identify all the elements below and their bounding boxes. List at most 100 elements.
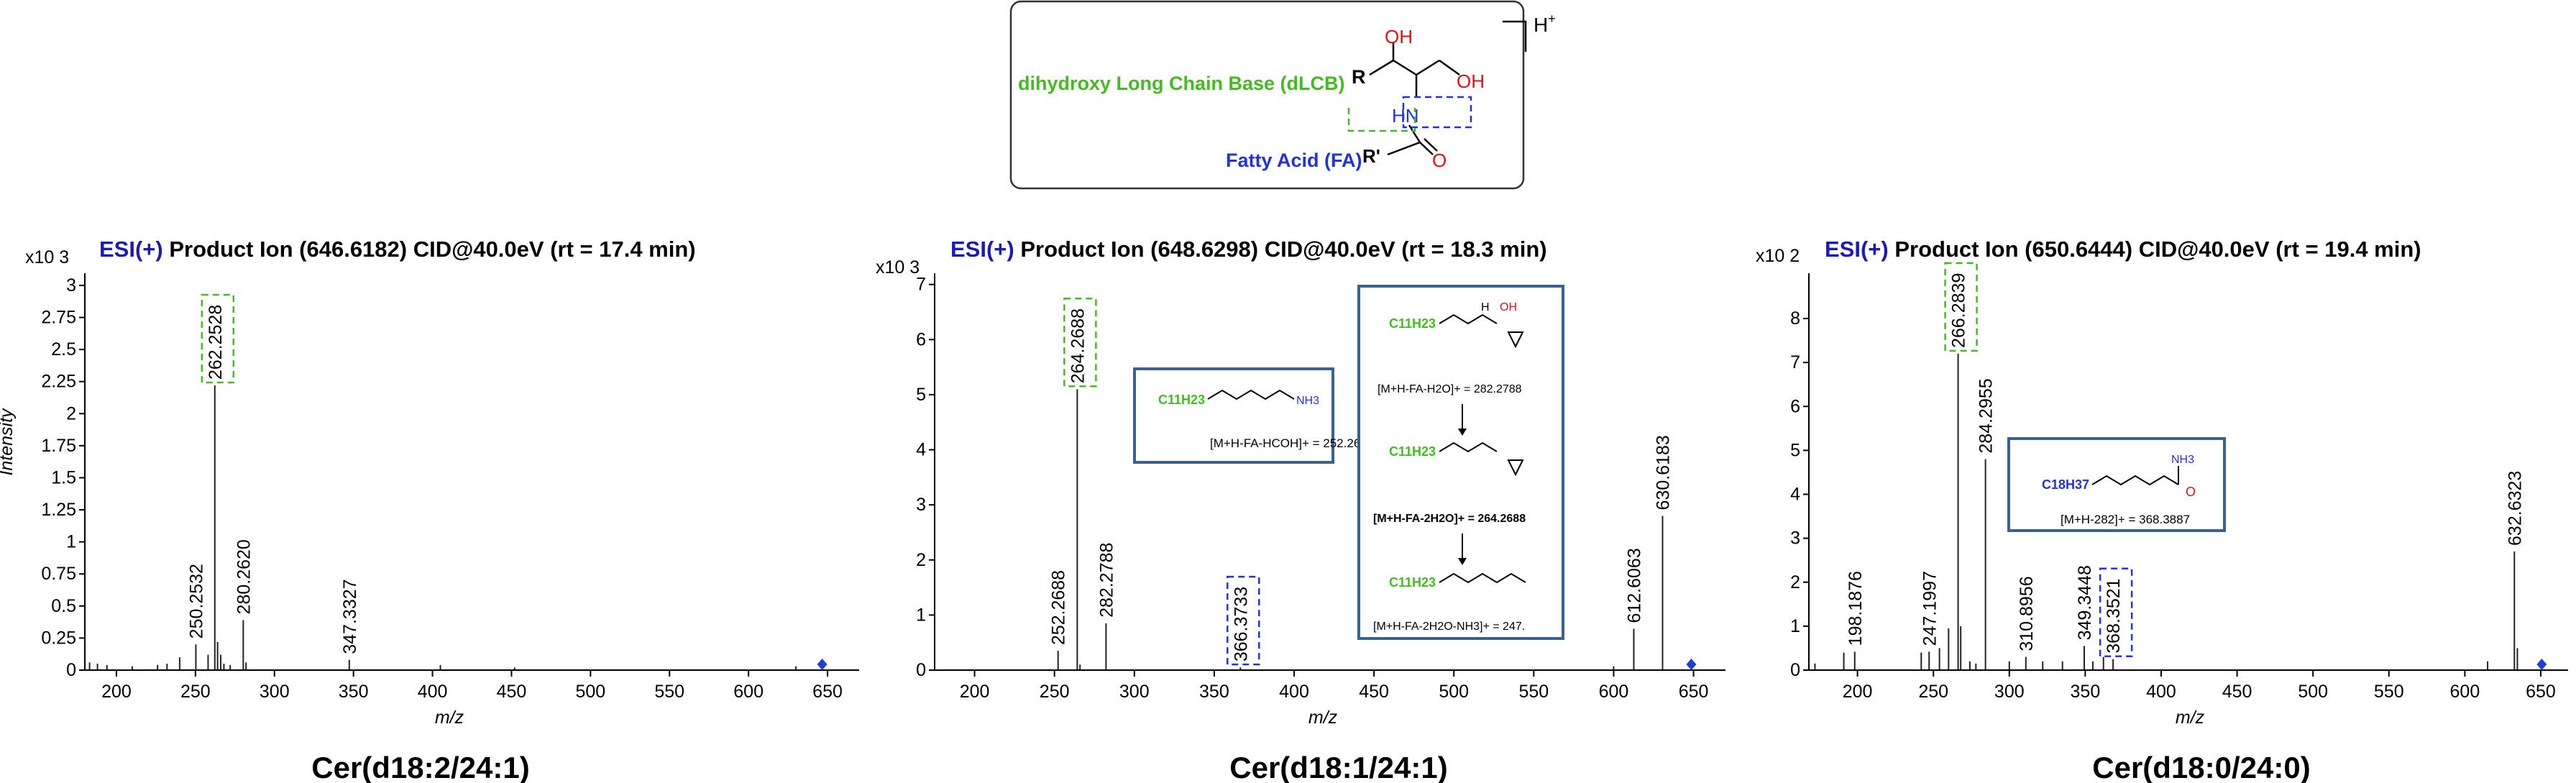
peak-highlight-box — [1227, 575, 1260, 666]
chart-3: ESI(+) Product Ion (650.6444) CID@40.0eV… — [1756, 237, 2568, 783]
inset-tall-ring-1 — [1507, 331, 1524, 349]
y-tick-label: 5 — [1790, 440, 1800, 460]
peak-label: 266.2839 — [1949, 273, 1969, 348]
inset-tall-formula-1: C11H23 — [1389, 316, 1436, 331]
fa-label: Fatty Acid (FA) — [1226, 150, 1362, 171]
peak-label: 349.3448 — [2075, 565, 2095, 640]
peak-label: 264.2688 — [1068, 308, 1088, 383]
x-tick-label: 400 — [1279, 682, 1309, 702]
chart-3-axes: 0 1 2 3 4 5 6 7 8 200 250 300 350 400 450 500 550 600 650 — [1790, 273, 2568, 702]
inset-tall-chain-1 — [1439, 313, 1498, 325]
peak-label: 198.1876 — [1846, 571, 1866, 646]
inset-tall-oh: OH — [1500, 301, 1517, 313]
inset-tall-formula-2: C11H23 — [1389, 444, 1436, 459]
chart-2-axes: 0 1 2 3 4 5 6 7 200 250 300 350 400 450 500 550 600 650 — [916, 273, 1725, 702]
x-tick-label: 400 — [418, 682, 448, 702]
chart-3-lipid-name: Cer(d18:0/24:0) — [2092, 751, 2310, 783]
inset-small-formula: C11H23 — [1158, 393, 1205, 407]
y-tick-label: 0 — [916, 660, 926, 680]
x-tick-label: 450 — [2222, 682, 2252, 702]
x-tick-label: 600 — [1599, 682, 1629, 702]
y-tick-label: 7 — [1790, 352, 1800, 372]
oh-label-right: OH — [1457, 70, 1485, 92]
chart-3-annotations: 198.1876 247.1997 266.2839 284.2955 310.8956… — [1846, 262, 2547, 670]
x-tick-label: 500 — [575, 682, 605, 702]
chart-3-title: ESI(+) Product Ion (650.6444) CID@40.0eV… — [1825, 237, 2421, 262]
peak-label: 368.3521 — [2104, 578, 2124, 653]
x-tick-label: 300 — [260, 682, 290, 702]
x-tick-label: 550 — [1518, 682, 1549, 702]
inset-tall-caption-2: [M+H-FA-2H2O]+ = 264.2688 — [1373, 513, 1526, 525]
x-tick-label: 200 — [101, 682, 132, 702]
y-tick-label: 1 — [916, 605, 926, 625]
inset-tall-formula-3: C11H23 — [1389, 575, 1436, 590]
inset-tall-ring-2 — [1507, 459, 1524, 477]
y-tick-label: 8 — [1790, 308, 1800, 329]
peak-label: 612.6063 — [1624, 548, 1644, 623]
precursor-marker — [1686, 659, 1697, 670]
chart-1-title: ESI(+) Product Ion (646.6182) CID@40.0eV… — [99, 237, 696, 262]
x-tick-label: 650 — [812, 682, 843, 702]
chart-3-peaks — [1814, 353, 2518, 670]
r-label: R — [1352, 66, 1366, 88]
y-tick-label: 3 — [916, 495, 926, 515]
inset-c-frame — [2007, 437, 2226, 532]
chart-1-annotations: 250.2532 262.2528 280.2620 347.3327 — [186, 293, 828, 670]
y-tick-label: 6 — [916, 329, 926, 349]
chart-3-inset: C18H37 NH3 O [M+H-282]+ = 368.3887 — [2007, 437, 2226, 532]
y-tick-label: 1.75 — [41, 436, 76, 456]
y-tick-label: 7 — [916, 275, 926, 295]
chart-2-annotations: 252.2688 264.2688 282.2788 366.3733 612.6063… — [1049, 297, 1697, 670]
fa-bracket — [1402, 96, 1472, 129]
peak-label: 310.8956 — [2017, 576, 2037, 651]
chart-2-inset-tall: C11H23 H OH [M+H-FA-H2O]+ = 282.2788 C11… — [1357, 285, 1564, 640]
peak-label: 280.2620 — [234, 539, 254, 614]
chart-2-xlabel: m/z — [1308, 708, 1338, 728]
x-tick-label: 300 — [1119, 682, 1150, 702]
y-tick-label: 0 — [66, 660, 76, 680]
peak-label: 252.2688 — [1049, 570, 1069, 645]
x-tick-label: 350 — [1199, 682, 1229, 702]
inset-c-o: O — [2186, 485, 2196, 499]
inset-small-caption: [M+H-FA-HCOH]+ = 252.2688 — [1210, 436, 1374, 450]
inset-tall-arrowhead-2 — [1458, 558, 1467, 565]
r-prime-label: R' — [1362, 145, 1380, 167]
inset-tall-caption-3: [M+H-FA-2H2O-NH3]+ = 247. — [1373, 621, 1525, 633]
x-tick-label: 600 — [733, 682, 764, 702]
y-tick-label: 2 — [66, 403, 76, 423]
y-tick-label: 1.5 — [51, 467, 76, 487]
chart-2-inset-small: C11H23 NH3 [M+H-FA-HCOH]+ = 252.2688 — [1133, 367, 1374, 464]
peak-label: 632.6323 — [2505, 471, 2525, 546]
chart-1-ylabel: Intensity — [0, 408, 17, 476]
x-tick-label: 650 — [1679, 682, 1709, 702]
y-tick-label: 1 — [1790, 616, 1800, 636]
peak-label: 247.1997 — [1920, 571, 1940, 646]
h-plus-label: H+ — [1534, 12, 1556, 36]
y-tick-label: 2.75 — [41, 308, 76, 328]
inset-c-formula: C18H37 — [2042, 477, 2089, 492]
y-tick-label: 5 — [916, 385, 926, 405]
precursor-marker — [2536, 659, 2547, 670]
oh-label-top: OH — [1385, 26, 1413, 47]
y-tick-label: 2 — [1790, 572, 1800, 592]
chart-3-xlabel: m/z — [2176, 708, 2205, 728]
x-tick-label: 600 — [2450, 682, 2480, 702]
chart-1-multiplier: x10 3 — [25, 247, 69, 267]
y-tick-label: 6 — [1790, 396, 1800, 416]
inset-c-nh3: NH3 — [2171, 454, 2194, 466]
chart-2-lipid-name: Cer(d18:1/24:1) — [1229, 751, 1447, 783]
y-tick-label: 2.25 — [41, 372, 76, 392]
peak-label: 262.2528 — [206, 305, 226, 380]
y-tick-label: 1 — [66, 532, 76, 552]
x-tick-label: 350 — [2071, 682, 2101, 702]
y-tick-label: 0.75 — [41, 564, 76, 584]
y-tick-label: 2 — [916, 550, 926, 570]
inset-tall-h: H — [1481, 301, 1490, 313]
inset-tall-caption-1: [M+H-FA-H2O]+ = 282.2788 — [1378, 383, 1522, 395]
inset-tall-frame — [1357, 285, 1564, 640]
peak-label: 366.3733 — [1231, 587, 1251, 661]
x-tick-label: 300 — [1994, 682, 2025, 702]
inset-tall-arrowhead-1 — [1458, 429, 1467, 436]
x-tick-label: 250 — [180, 682, 211, 702]
y-tick-label: 0.25 — [41, 628, 76, 648]
